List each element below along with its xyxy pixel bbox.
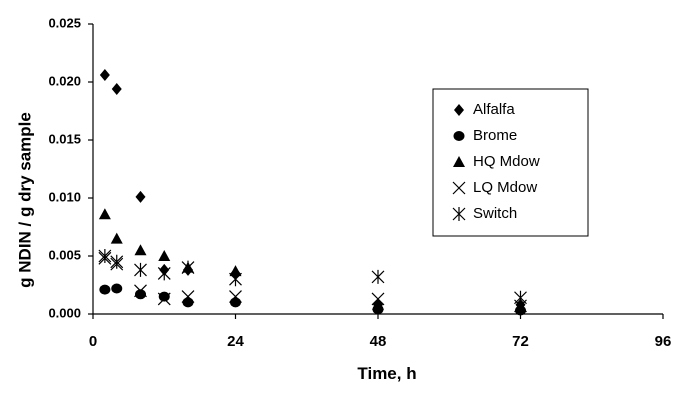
y-tick-labels: 0.000 0.005 0.010 0.015 0.020 0.025 (48, 15, 81, 320)
point-lq-mdow (157, 292, 171, 306)
legend: Alfalfa Brome HQ Mdow LQ Mdow Switch (432, 88, 589, 237)
x-tick-label: 24 (227, 333, 244, 350)
y-axis-title: g NDIN / g dry sample (15, 112, 34, 288)
x-tick-label: 96 (655, 333, 672, 350)
y-tick-label: 0.025 (48, 15, 81, 30)
point-brome (158, 291, 170, 302)
y-tick-label: 0.000 (48, 305, 81, 320)
point-brome (99, 284, 111, 295)
legend-label-hq-mdow: HQ Mdow (473, 153, 540, 170)
point-hq-mdow (372, 298, 384, 310)
legend-label-alfalfa: Alfalfa (473, 101, 515, 118)
data-points (98, 69, 527, 316)
point-hq-mdow (229, 265, 242, 277)
point-brome (182, 297, 194, 308)
point-switch (181, 260, 195, 275)
point-switch (157, 266, 171, 281)
point-alfalfa (111, 82, 122, 95)
legend-label-brome: Brome (473, 127, 517, 144)
point-hq-mdow (158, 250, 171, 261)
point-switch (110, 254, 124, 269)
point-switch (229, 272, 242, 287)
point-lq-mdow (229, 290, 242, 304)
point-hq-mdow (98, 208, 111, 220)
point-lq-mdow (371, 292, 385, 306)
point-brome (111, 283, 123, 294)
point-lq-mdow (181, 290, 195, 304)
point-hq-mdow (110, 232, 123, 244)
point-lq-mdow (134, 284, 147, 298)
point-switch (134, 262, 147, 277)
x-tick-label: 0 (89, 333, 97, 350)
legend-marker-alfalfa (454, 104, 464, 116)
point-alfalfa (99, 69, 110, 82)
x-tick-labels: 0 24 48 72 96 (89, 333, 672, 350)
legend-label-lq-mdow: LQ Mdow (473, 179, 537, 196)
point-alfalfa (135, 190, 146, 203)
point-switch (98, 249, 112, 263)
x-axis-title: Time, h (357, 364, 416, 383)
point-hq-mdow (134, 244, 147, 256)
legend-marker-switch (452, 207, 466, 221)
y-tick-label: 0.015 (48, 131, 81, 146)
y-tick-label: 0.020 (48, 73, 81, 88)
legend-label-switch: Switch (473, 205, 517, 222)
legend-marker-hq-mdow (453, 156, 465, 167)
point-switch (514, 290, 527, 305)
x-tick-label: 72 (512, 333, 529, 350)
point-switch (371, 269, 385, 284)
legend-marker-lq-mdow (452, 181, 466, 195)
point-brome (135, 289, 146, 300)
y-tick-label: 0.010 (48, 189, 81, 204)
y-tick-label: 0.005 (48, 247, 81, 262)
x-tick-label: 48 (370, 333, 387, 350)
point-brome (230, 297, 241, 308)
legend-marker-brome (453, 131, 465, 141)
